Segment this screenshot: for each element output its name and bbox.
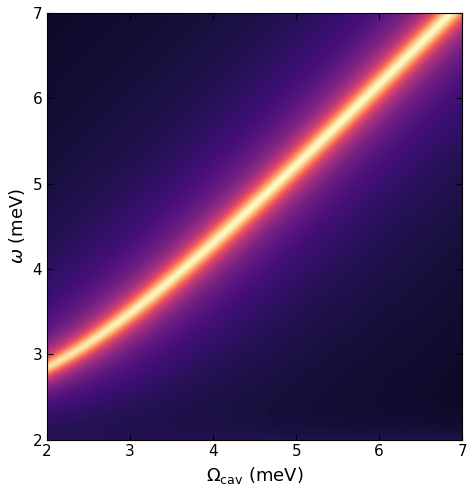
Y-axis label: $\omega$ (meV): $\omega$ (meV) — [7, 188, 27, 264]
X-axis label: $\Omega_\mathrm{cav}$ (meV): $\Omega_\mathrm{cav}$ (meV) — [206, 465, 303, 486]
